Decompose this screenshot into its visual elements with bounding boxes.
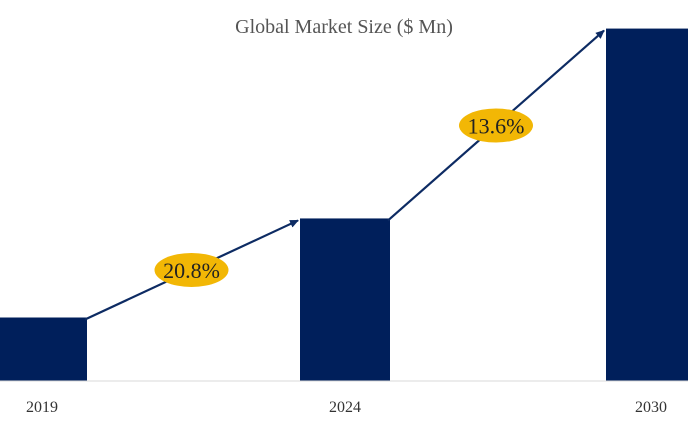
x-tick-label-2019: 2019 [26,399,58,416]
cagr-label-2: 13.6% [468,114,525,139]
bar-2019 [0,317,87,381]
cagr-badge-1 [154,252,229,287]
x-tick-label-2024: 2024 [329,399,361,416]
bar-2030 [606,28,688,381]
bar-2024 [300,218,390,381]
cagr-badge-2 [459,108,533,143]
x-tick-label-2030: 2030 [635,399,667,416]
cagr-label-1: 20.8% [163,258,220,283]
chart-title: Global Market Size ($ Mn) [235,16,453,38]
